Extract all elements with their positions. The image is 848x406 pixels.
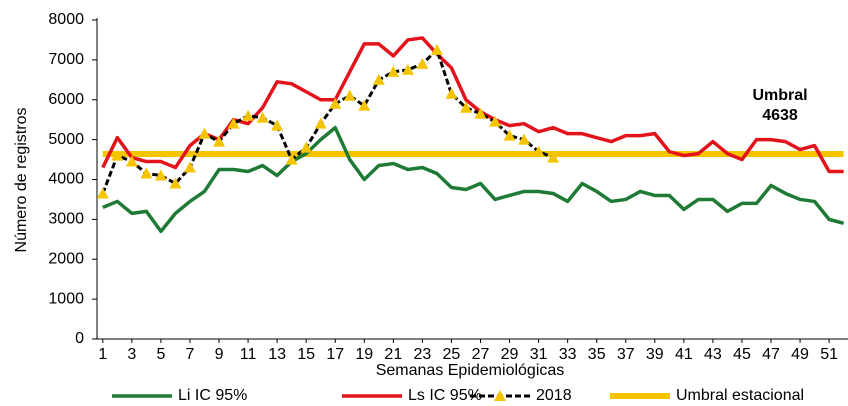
- x-tick-label: 49: [791, 346, 809, 363]
- x-tick-label: 37: [617, 346, 635, 363]
- y-tick-label: 8000: [48, 11, 84, 28]
- marker: [285, 153, 298, 165]
- marker: [532, 145, 545, 157]
- x-tick-label: 1: [98, 346, 107, 363]
- x-tick-label: 19: [355, 346, 373, 363]
- marker: [242, 109, 255, 121]
- x-tick-label: 43: [704, 346, 722, 363]
- x-tick-label: 51: [820, 346, 838, 363]
- marker: [329, 97, 342, 109]
- marker: [445, 87, 458, 99]
- x-tick-label: 47: [762, 346, 780, 363]
- marker: [489, 115, 502, 127]
- series-line: [102, 125, 845, 234]
- y-tick-label: 2000: [48, 250, 84, 267]
- marker: [198, 127, 211, 139]
- marker: [314, 117, 327, 129]
- marker: [416, 57, 429, 69]
- marker: [111, 149, 124, 161]
- marker: [213, 135, 226, 147]
- legend-label: Li IC 95%: [178, 387, 247, 404]
- x-tick-label: 41: [675, 346, 693, 363]
- x-tick-label: 15: [297, 346, 315, 363]
- marker: [387, 65, 400, 77]
- marker: [430, 43, 443, 55]
- x-tick-label: 35: [588, 346, 606, 363]
- marker: [547, 151, 560, 163]
- x-tick-label: 3: [127, 346, 136, 363]
- marker: [401, 63, 414, 75]
- x-tick-label: 27: [472, 346, 490, 363]
- annotation: Umbral: [752, 87, 807, 104]
- y-tick-label: 6000: [48, 91, 84, 108]
- marker: [227, 117, 240, 129]
- x-tick-label: 5: [156, 346, 165, 363]
- legend-label: 2018: [536, 387, 572, 404]
- y-axis-title: Número de registros: [13, 108, 30, 253]
- marker: [343, 89, 356, 101]
- marker: [271, 119, 284, 131]
- marker: [169, 177, 182, 189]
- x-axis-title: Semanas Epidemiológicas: [376, 362, 565, 379]
- legend-marker: [494, 390, 506, 401]
- legend-label: Umbral estacional: [676, 387, 804, 404]
- annotation: 4638: [762, 107, 798, 124]
- x-tick-label: 17: [326, 346, 344, 363]
- y-tick-label: 5000: [48, 131, 84, 148]
- legend-label: Ls IC 95%: [408, 387, 482, 404]
- marker: [96, 187, 109, 199]
- marker: [154, 169, 167, 181]
- marker: [358, 99, 371, 111]
- marker: [459, 101, 472, 113]
- y-tick-label: 7000: [48, 51, 84, 68]
- x-tick-label: 33: [559, 346, 577, 363]
- marker: [372, 73, 385, 85]
- x-tick-label: 25: [443, 346, 461, 363]
- x-tick-label: 7: [186, 346, 195, 363]
- x-tick-label: 45: [733, 346, 751, 363]
- marker: [125, 155, 138, 167]
- x-tick-label: 29: [501, 346, 519, 363]
- marker: [474, 107, 487, 119]
- y-tick-label: 0: [75, 330, 84, 347]
- marker: [256, 111, 269, 123]
- marker: [518, 133, 531, 145]
- x-tick-label: 11: [240, 346, 257, 363]
- x-tick-label: 31: [530, 346, 548, 363]
- marker: [300, 141, 313, 153]
- x-tick-label: 39: [646, 346, 664, 363]
- marker: [183, 161, 196, 173]
- marker: [140, 167, 153, 179]
- x-tick-label: 21: [384, 346, 402, 363]
- x-tick-label: 13: [268, 346, 286, 363]
- y-tick-label: 3000: [48, 211, 84, 228]
- x-tick-label: 9: [215, 346, 224, 363]
- marker: [503, 129, 516, 141]
- y-tick-label: 1000: [48, 290, 84, 307]
- series-line: [101, 36, 844, 174]
- x-tick-label: 23: [413, 346, 431, 363]
- series-line: [101, 48, 554, 194]
- y-tick-label: 4000: [48, 171, 84, 188]
